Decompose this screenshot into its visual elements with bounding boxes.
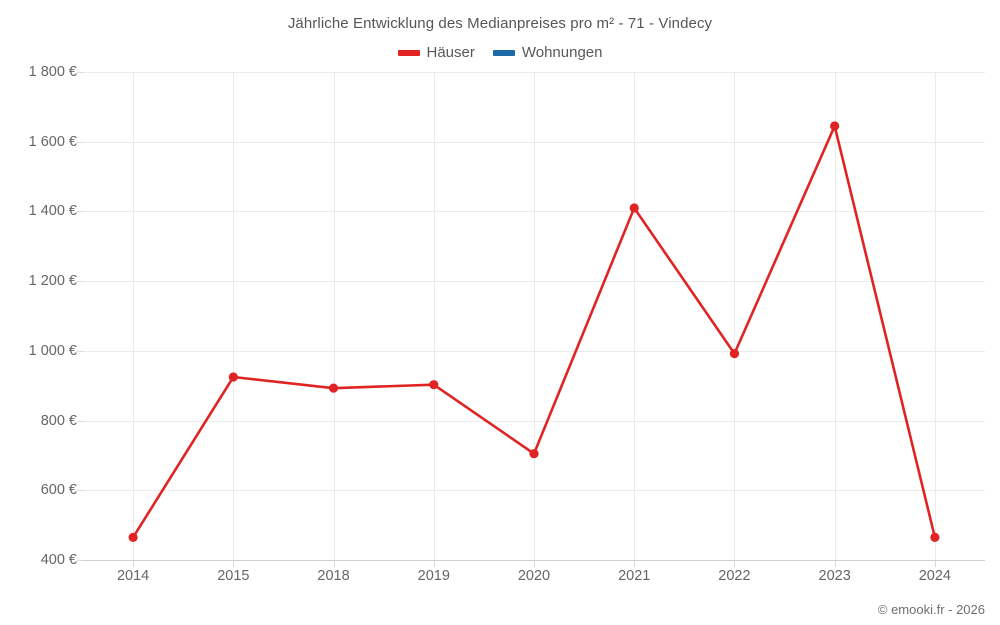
x-axis-tick-label: 2020 <box>517 568 551 584</box>
data-point[interactable] <box>328 383 339 393</box>
y-axis-tick-mark <box>77 350 83 352</box>
data-point[interactable] <box>930 532 940 542</box>
gridline-vertical <box>834 72 836 560</box>
x-axis-tick-label: 2019 <box>417 568 450 584</box>
data-point[interactable] <box>529 449 539 459</box>
x-axis-line <box>83 560 985 561</box>
x-axis-tick-label: 2022 <box>718 568 751 584</box>
y-axis-tick-mark <box>77 560 83 561</box>
legend-swatch-hauser <box>397 49 420 56</box>
y-axis-tick-label: 1 000 € <box>28 342 77 359</box>
chart-title: Jährliche Entwicklung des Medianpreises … <box>287 15 713 32</box>
y-axis-tick-label: 800 € <box>40 412 77 429</box>
y-axis-tick-mark <box>77 72 83 73</box>
x-axis-tick-label: 2024 <box>918 568 952 584</box>
x-axis-tick-label: 2023 <box>818 568 851 584</box>
x-axis-tick-mark <box>634 561 636 567</box>
series-layer <box>128 121 940 542</box>
x-axis-tick-mark <box>934 561 936 567</box>
x-axis-tick-label: 2018 <box>317 568 350 584</box>
legend-swatch-wohnungen <box>492 49 515 56</box>
gridline-vertical <box>333 72 335 560</box>
y-axis-labels: 400 € 600 € 800 € 1 000 € 1 200 € 1 400 € 1 60… <box>0 0 77 625</box>
y-axis-tick-mark <box>77 141 83 143</box>
y-axis-tick-label: 1 800 € <box>28 64 77 80</box>
y-axis-tick-label: 1 400 € <box>28 203 77 220</box>
x-axis-tick-mark <box>734 561 736 567</box>
footer-credit: © emooki.fr - 2026 <box>877 602 985 617</box>
gridline-vertical <box>634 72 636 560</box>
gridline-vertical <box>133 72 135 560</box>
data-point[interactable] <box>629 203 639 213</box>
x-axis-tick-mark <box>133 561 135 567</box>
gridline-vertical <box>734 72 736 560</box>
y-axis-tick-mark <box>77 211 83 213</box>
gridline-vertical <box>934 72 936 560</box>
x-axis-tick-mark <box>433 561 435 567</box>
y-axis-tick-label: 600 € <box>40 482 77 499</box>
legend-label-wohnungen: Wohnungen <box>521 44 603 61</box>
x-axis-tick-mark <box>333 561 335 567</box>
y-axis-tick-label: 1 600 € <box>28 133 77 150</box>
y-axis-tick-label: 1 200 € <box>28 273 77 290</box>
gridline-vertical <box>433 72 435 560</box>
x-axis-tick-mark <box>534 561 535 567</box>
series-line-häuser <box>131 124 937 539</box>
y-axis-tick-mark <box>77 490 83 492</box>
y-axis-tick-mark <box>77 420 83 422</box>
data-point[interactable] <box>729 349 740 359</box>
y-axis-tick-label: 400 € <box>40 552 77 568</box>
x-axis-tick-mark <box>233 561 235 567</box>
x-axis-tick-label: 2021 <box>618 568 651 584</box>
legend-item-wohnungen[interactable]: Wohnungen <box>492 44 603 61</box>
data-point[interactable] <box>830 121 840 131</box>
legend-item-hauser[interactable]: Häuser <box>397 44 475 61</box>
chart-legend: Häuser Wohnungen <box>0 44 1000 61</box>
data-point[interactable] <box>128 532 138 542</box>
data-point[interactable] <box>429 380 439 390</box>
gridline-vertical <box>534 72 535 560</box>
y-axis-tick-mark <box>77 281 83 283</box>
gridline-vertical <box>233 72 235 560</box>
x-axis-tick-label: 2015 <box>217 568 250 584</box>
x-axis-tick-mark <box>834 561 836 567</box>
data-point[interactable] <box>228 372 238 382</box>
x-axis-tick-label: 2014 <box>116 568 150 584</box>
legend-label-hauser: Häuser <box>426 44 475 61</box>
plot-area <box>83 72 985 561</box>
